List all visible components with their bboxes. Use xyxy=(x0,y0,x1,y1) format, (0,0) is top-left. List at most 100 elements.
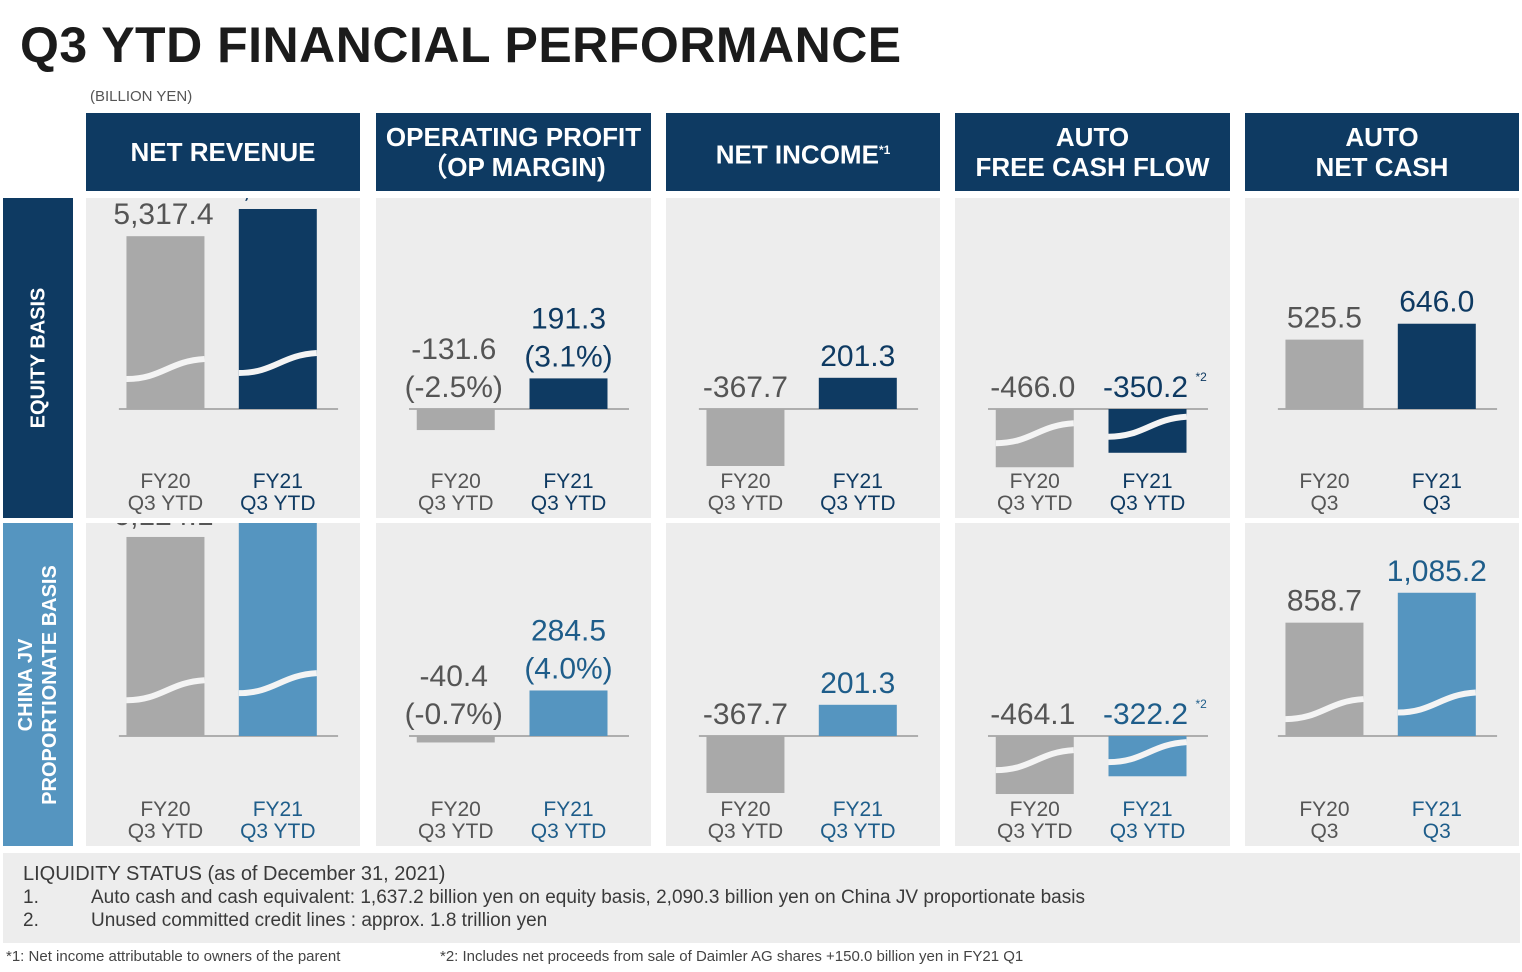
category-label: Q3 YTD xyxy=(418,492,493,515)
category-label: Q3 xyxy=(1310,492,1338,515)
column-header-line: FREE CASH FLOW xyxy=(975,152,1210,182)
category-label: Q3 YTD xyxy=(997,492,1072,515)
category-label: FY21 xyxy=(543,798,593,821)
bar-wave xyxy=(995,420,1074,447)
footnote-marker: *2 xyxy=(1196,370,1208,384)
value-label: (4.0%) xyxy=(524,652,612,685)
category-label: Q3 YTD xyxy=(820,492,895,515)
category-label: Q3 YTD xyxy=(708,492,783,515)
footnote-marker: *1 xyxy=(878,142,891,157)
liquidity-item-number: 2. xyxy=(23,910,39,931)
liquidity-item-text: Auto cash and cash equivalent: 1,637.2 b… xyxy=(91,887,1085,908)
bar-wave xyxy=(126,677,205,704)
row-header-line: CHINA JV xyxy=(15,638,37,731)
liquidity-item: 2. Unused committed credit lines : approx… xyxy=(23,910,547,932)
category-label: Q3 xyxy=(1310,820,1338,843)
value-label: -131.6 xyxy=(411,333,496,366)
bar-fy20 xyxy=(706,409,785,466)
value-label: 284.5 xyxy=(531,614,606,647)
column-header-auto-net-cash: AUTO NET CASH xyxy=(1245,113,1519,191)
unit-label: (BILLION YEN) xyxy=(90,88,193,105)
bar-fy21 xyxy=(238,208,317,409)
category-label: Q3 YTD xyxy=(1110,820,1185,843)
category-label: FY21 xyxy=(253,798,303,821)
category-label: FY20 xyxy=(720,798,770,821)
column-header-line: OPERATING PROFIT xyxy=(385,122,642,152)
category-label: FY20 xyxy=(720,470,770,493)
bar-fy20 xyxy=(126,236,205,409)
value-label: 191.3 xyxy=(531,302,606,335)
bar-wave xyxy=(238,350,318,376)
category-label: FY20 xyxy=(1299,470,1349,493)
bar-wave xyxy=(1108,739,1187,766)
value-label: 646.0 xyxy=(1399,286,1474,319)
category-label: FY20 xyxy=(140,798,190,821)
bar-fy20 xyxy=(706,736,785,793)
bar-wave xyxy=(1108,413,1187,440)
row-header-line: PROPORTIONATE BASIS xyxy=(39,564,61,805)
value-label: -464.1 xyxy=(990,698,1075,731)
value-label: 1,085.2 xyxy=(1387,555,1487,588)
value-label: -350.2 xyxy=(1103,371,1188,404)
footnote-marker: *2 xyxy=(1196,697,1208,711)
row-header-china-jv: CHINA JV PROPORTIONATE BASIS xyxy=(3,523,73,846)
column-header-operating-profit: OPERATING PROFIT （OP MARGIN) xyxy=(376,113,651,191)
category-label: FY21 xyxy=(1412,798,1462,821)
bar-wave xyxy=(1397,689,1477,716)
category-label: Q3 xyxy=(1423,492,1451,515)
category-label: Q3 YTD xyxy=(240,492,315,515)
value-label: 201.3 xyxy=(820,340,895,373)
bar-wave xyxy=(995,747,1074,774)
category-label: FY21 xyxy=(543,470,593,493)
value-label: -40.4 xyxy=(420,660,488,693)
category-label: FY20 xyxy=(1299,798,1349,821)
category-label: FY21 xyxy=(833,470,883,493)
category-label: Q3 YTD xyxy=(531,820,606,843)
bar-fy20 xyxy=(995,409,1074,468)
footnote-1: *1: Net income attributable to owners of… xyxy=(6,948,341,965)
category-label: Q3 YTD xyxy=(240,820,315,843)
category-label: FY20 xyxy=(431,470,481,493)
bar-fy21 xyxy=(818,704,897,736)
value-label: 858.7 xyxy=(1287,585,1362,618)
bar-fy20 xyxy=(995,736,1074,795)
category-label: FY21 xyxy=(833,798,883,821)
value-label: -466.0 xyxy=(990,371,1075,404)
category-label: FY20 xyxy=(431,798,481,821)
value-label: (-0.7%) xyxy=(405,698,503,731)
chart-panel: -464.1 FY20 Q3 YTD -322.2 *2 FY21 Q3 YTD xyxy=(955,523,1230,846)
column-header-net-income: NET INCOME*1 xyxy=(666,113,940,191)
category-label: Q3 YTD xyxy=(820,820,895,843)
value-label: -322.2 xyxy=(1103,698,1188,731)
category-label: Q3 YTD xyxy=(997,820,1072,843)
chart-panel: 525.5 FY20 Q3 646.0 FY21 Q3 xyxy=(1245,198,1519,518)
category-label: FY20 xyxy=(1010,798,1060,821)
value-label: -367.7 xyxy=(703,698,788,731)
row-header-equity-basis: EQUITY BASIS xyxy=(3,198,73,518)
value-label: 201.3 xyxy=(820,667,895,700)
category-label: FY20 xyxy=(140,470,190,493)
value-label: 6,124.1 xyxy=(113,523,213,532)
category-label: FY21 xyxy=(1412,470,1462,493)
value-label: -367.7 xyxy=(703,371,788,404)
bar-fy21 xyxy=(1397,323,1476,409)
bar-fy21 xyxy=(238,523,317,736)
column-header-auto-free-cash-flow: AUTO FREE CASH FLOW xyxy=(955,113,1230,191)
column-header-line: NET CASH xyxy=(1315,152,1449,182)
liquidity-item: 1. Auto cash and cash equivalent: 1,637.2… xyxy=(23,887,1085,909)
category-label: FY21 xyxy=(1122,798,1172,821)
chart-panel: -466.0 FY20 Q3 YTD -350.2 *2 FY21 Q3 YTD xyxy=(955,198,1230,518)
liquidity-panel: LIQUIDITY STATUS (as of December 31, 202… xyxy=(3,853,1520,943)
bar-fy20 xyxy=(416,736,495,743)
category-label: Q3 xyxy=(1423,820,1451,843)
liquidity-title: LIQUIDITY STATUS (as of December 31, 202… xyxy=(23,863,446,885)
value-label: 6,154.0 xyxy=(226,198,326,204)
